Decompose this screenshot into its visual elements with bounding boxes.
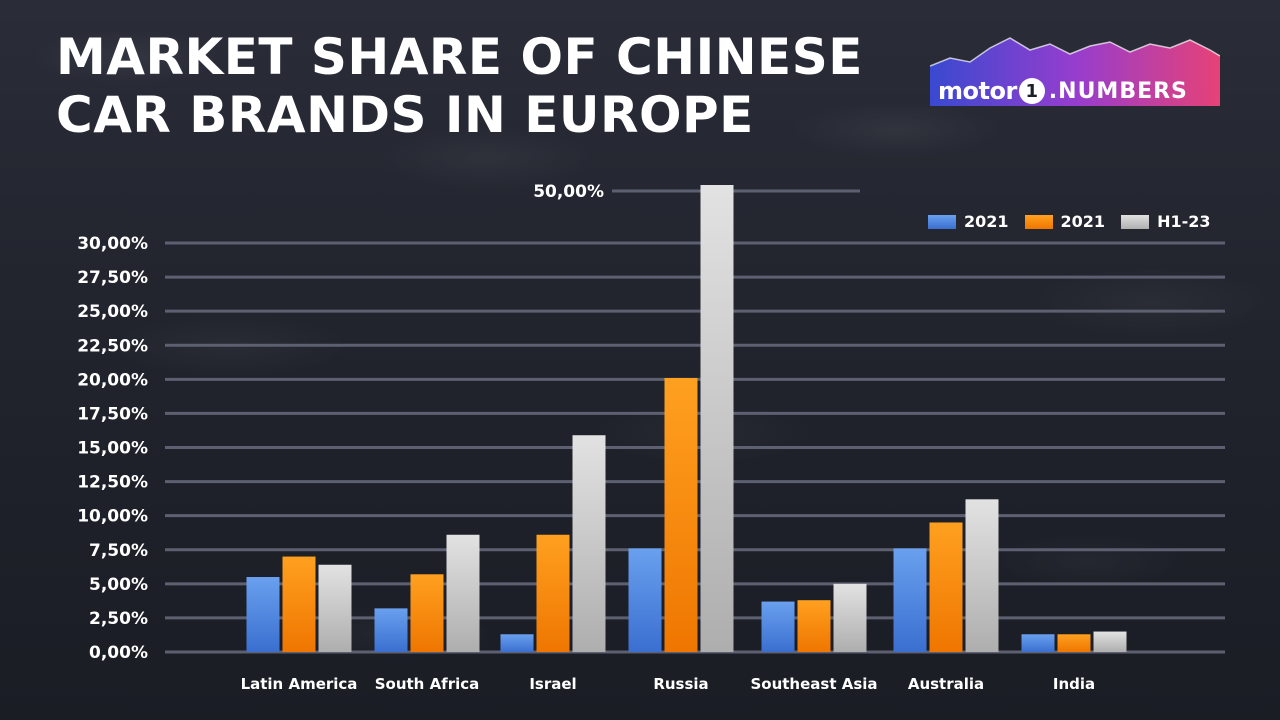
y-tick-label: 17,50% (77, 404, 148, 424)
logo-word: motor (938, 77, 1017, 105)
bars (246, 185, 1127, 652)
y-tick-label: 30,00% (77, 234, 148, 254)
bar-2021-orange (664, 377, 698, 652)
bar-2021-blue (893, 548, 927, 652)
bar-h1-23 (446, 534, 480, 652)
x-category-label: Latin America (241, 675, 358, 693)
legend: 2021 2021 H1-23 (928, 212, 1211, 231)
legend-item-2021-blue: 2021 (928, 212, 1009, 231)
x-category-label: Russia (653, 675, 708, 693)
legend-swatch-orange (1024, 214, 1053, 229)
y-tick-label: 5,00% (89, 575, 148, 595)
bar-h1-23 (833, 583, 867, 652)
y-tick-label: 25,00% (77, 302, 148, 322)
y-tick-label-extra: 50,00% (533, 182, 604, 202)
y-tick-label: 27,50% (77, 268, 148, 288)
y-tick-label: 7,50% (89, 541, 148, 561)
motor1-numbers-logo: motor 1 .NUMBERS (930, 36, 1220, 116)
bar-2021-orange (797, 600, 831, 652)
x-category-label: South Africa (375, 675, 480, 693)
y-tick-label: 2,50% (89, 609, 148, 629)
y-tick-label: 22,50% (77, 336, 148, 356)
x-category-label: India (1053, 675, 1095, 693)
mountain-logo-icon (930, 37, 1220, 106)
legend-swatch-grey (1121, 214, 1150, 229)
bar-2021-blue (246, 577, 280, 652)
y-tick-label: 20,00% (77, 370, 148, 390)
bar-h1-23 (965, 499, 999, 652)
bar-h1-23 (318, 564, 352, 652)
legend-item-h1-23: H1-23 (1121, 212, 1211, 231)
legend-label: 2021 (964, 212, 1009, 231)
x-category-label: Australia (908, 675, 984, 693)
bar-h1-23 (1093, 631, 1127, 652)
x-category-label: Southeast Asia (750, 675, 877, 693)
chart-title: MARKET SHARE OF CHINESE CAR BRANDS IN EU… (56, 28, 863, 144)
bar-2021-orange (1057, 634, 1091, 652)
x-axis-category-labels: Latin America South Africa Israel Russia Sou… (241, 675, 1096, 693)
x-category-label: Israel (529, 675, 576, 693)
bar-h1-23 (700, 185, 734, 652)
legend-label: H1-23 (1157, 212, 1211, 231)
y-tick-label: 12,50% (77, 473, 148, 493)
y-tick-label: 15,00% (77, 439, 148, 459)
bar-2021-orange (282, 556, 316, 652)
bar-2021-blue (1021, 634, 1055, 652)
bar-2021-blue (628, 548, 662, 652)
legend-label: 2021 (1060, 212, 1106, 231)
bar-2021-orange (410, 574, 444, 652)
bar-2021-blue (374, 608, 408, 652)
logo-number: 1 (1018, 78, 1045, 104)
bar-2021-orange (536, 534, 570, 652)
bar-h1-23 (572, 435, 606, 652)
logo-suffix: .NUMBERS (1048, 78, 1188, 104)
y-axis-tick-labels: 0,00% 2,50% 5,00% 7,50% 10,00% 12,50% 15,00% 17… (77, 182, 604, 663)
y-tick-label: 10,00% (77, 507, 148, 527)
bar-2021-orange (929, 522, 963, 652)
bar-2021-blue (500, 634, 534, 652)
bar-2021-blue (761, 601, 795, 652)
legend-item-2021-orange: 2021 (1024, 212, 1106, 231)
legend-swatch-blue (928, 214, 956, 229)
y-tick-label: 0,00% (89, 643, 148, 663)
